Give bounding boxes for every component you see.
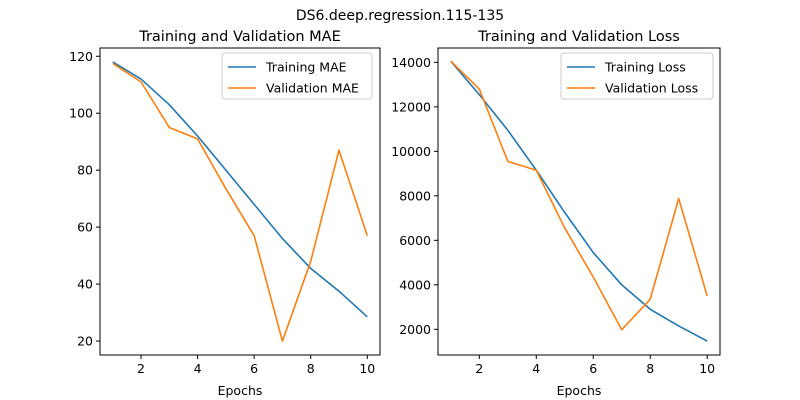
legend-label: Validation Loss xyxy=(605,81,698,96)
y-tick-label: 100 xyxy=(69,106,93,121)
y-tick-label: 4000 xyxy=(399,277,431,292)
subplot-1: Training and Validation MAE 2 4 6 8 10 20 40 60 8… xyxy=(69,29,381,398)
legend-label: Validation MAE xyxy=(266,81,359,96)
plot-frame xyxy=(99,47,381,356)
y-tick-label: 20 xyxy=(77,334,93,349)
y-tick-label: 40 xyxy=(77,277,93,292)
x-tick-label: 2 xyxy=(475,361,483,376)
subplot-title: Training and Validation Loss xyxy=(477,29,680,45)
y-tick-label: 60 xyxy=(77,220,93,235)
x-axis-label: Epochs xyxy=(557,383,602,398)
plot-frame xyxy=(437,47,721,356)
figure-suptitle: DS6.deep.regression.115-135 xyxy=(296,8,504,24)
x-axis-label: Epochs xyxy=(218,383,263,398)
series-line-validation xyxy=(450,60,708,331)
x-tick-label: 4 xyxy=(532,361,540,376)
legend-label: Training Loss xyxy=(604,60,686,75)
series-line-training xyxy=(450,60,708,342)
series-line-validation xyxy=(112,62,369,342)
legend: Training MAE Validation MAE xyxy=(221,52,373,100)
y-tick-label: 120 xyxy=(69,49,93,64)
legend-label: Training MAE xyxy=(265,60,347,75)
x-tick-label: 10 xyxy=(359,361,375,376)
y-tick-label: 8000 xyxy=(399,188,431,203)
legend-box xyxy=(221,52,373,100)
y-tick-label: 80 xyxy=(77,163,93,178)
y-tick-label: 2000 xyxy=(399,322,431,337)
legend: Training Loss Validation Loss xyxy=(560,52,714,100)
subplot-2: Training and Validation Loss 2 4 6 8 10 2000 40… xyxy=(391,29,721,398)
y-tick-label: 14000 xyxy=(391,55,431,70)
x-tick-label: 2 xyxy=(137,361,145,376)
x-tick-label: 6 xyxy=(589,361,597,376)
y-tick-label: 10000 xyxy=(391,144,431,159)
x-tick-label: 6 xyxy=(250,361,258,376)
subplot-title: Training and Validation MAE xyxy=(138,29,341,45)
y-tick-label: 12000 xyxy=(391,99,431,114)
y-tick-label: 6000 xyxy=(399,233,431,248)
x-tick-label: 4 xyxy=(194,361,202,376)
x-tick-label: 8 xyxy=(646,361,654,376)
series-line-training xyxy=(112,61,368,318)
x-tick-label: 10 xyxy=(699,361,715,376)
legend-box xyxy=(560,52,714,100)
x-tick-label: 8 xyxy=(307,361,315,376)
